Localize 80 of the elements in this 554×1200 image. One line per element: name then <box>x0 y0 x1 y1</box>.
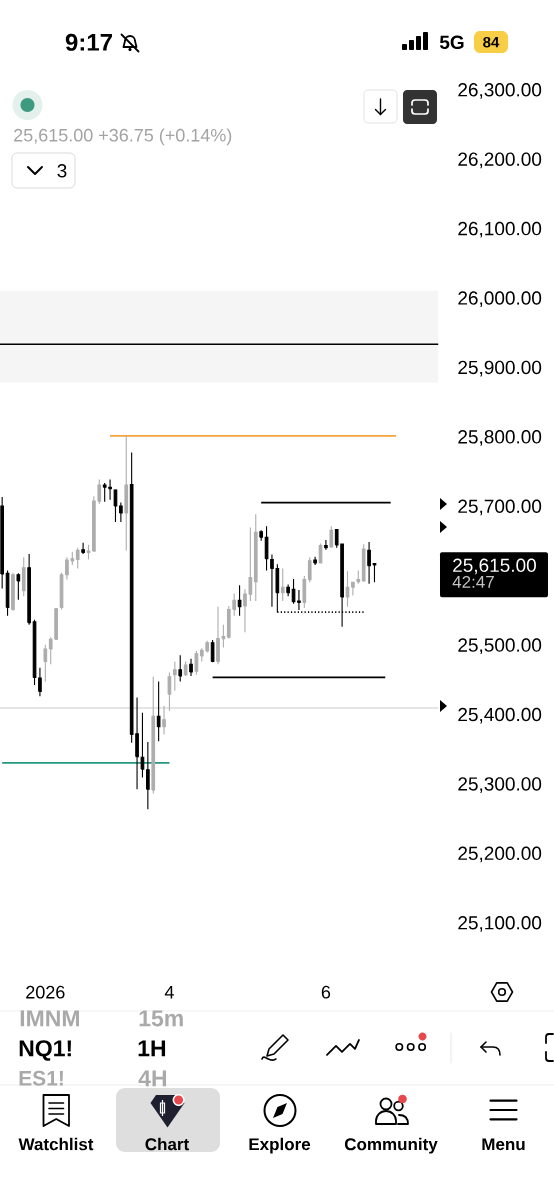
candlestick <box>345 570 350 608</box>
candlestick <box>43 644 48 683</box>
text: 25,615.00 <box>453 558 536 575</box>
y-tick-label: 26,000.00 <box>458 291 542 307</box>
candlestick <box>183 660 188 677</box>
candlestick <box>75 547 80 570</box>
candlestick <box>329 525 334 549</box>
candlestick <box>21 556 26 597</box>
candlestick <box>54 607 58 641</box>
candlestick <box>210 639 215 663</box>
text: Community <box>344 1137 438 1154</box>
text: 15m <box>139 1010 183 1027</box>
text: 9:17 <box>65 33 112 51</box>
candlestick <box>151 676 156 794</box>
candlestick <box>48 636 53 665</box>
candlestick <box>361 543 366 583</box>
candlestick <box>0 496 4 590</box>
candlestick <box>302 575 307 609</box>
text: 1H <box>138 1040 166 1057</box>
candlestick <box>167 672 172 712</box>
y-tick-label: 26,100.00 <box>458 221 542 238</box>
y-tick-label: 25,900.00 <box>458 360 542 377</box>
y-tick-label: 26,300.00 <box>458 83 542 99</box>
text: 4H <box>138 1070 167 1087</box>
candlestick <box>11 572 15 612</box>
text: Watchlist <box>18 1137 94 1151</box>
text: ES1! <box>19 1070 63 1086</box>
y-tick-label: 25,500.00 <box>458 638 542 655</box>
candlestick <box>280 567 285 602</box>
candlestick <box>356 570 361 585</box>
text: Explore <box>249 1137 311 1154</box>
candlestick <box>124 435 129 551</box>
candlestick <box>351 581 355 597</box>
candlestick <box>16 572 21 601</box>
candlestick <box>38 667 42 697</box>
y-tick-label: 26,200.00 <box>458 152 542 169</box>
text: Menu <box>482 1138 525 1151</box>
text: Chart <box>145 1137 189 1151</box>
candlestick <box>313 556 317 566</box>
candlestick <box>237 584 242 617</box>
text: IMNM <box>20 1010 79 1027</box>
candlestick <box>119 501 123 523</box>
text: 42:47 <box>452 575 494 588</box>
candlestick <box>259 529 264 542</box>
x-tick-label: 6 <box>321 985 331 999</box>
candlestick <box>156 681 161 742</box>
candlestick <box>146 741 150 810</box>
candlestick <box>81 542 85 555</box>
candlestick <box>194 650 199 676</box>
text: NQ1! <box>19 1040 71 1061</box>
candlestick <box>27 553 31 626</box>
text: 5G <box>439 35 464 49</box>
candlestick <box>162 705 166 735</box>
candlestick <box>172 660 177 692</box>
candlestick <box>248 526 253 602</box>
candlestick <box>253 513 258 602</box>
y-tick-label: 25,700.00 <box>458 499 542 516</box>
candlestick <box>307 556 312 583</box>
candlestick <box>189 658 193 677</box>
candlestick <box>178 654 183 683</box>
y-tick-label: 25,400.00 <box>458 707 542 724</box>
text: 84 <box>483 36 500 48</box>
y-tick-label: 25,800.00 <box>458 430 542 446</box>
candlestick <box>226 605 231 640</box>
candlestick <box>372 563 377 583</box>
x-tick-label: 2026 <box>26 985 65 999</box>
candlestick <box>286 583 290 597</box>
x-tick-label: 4 <box>164 986 174 999</box>
y-tick-label: 25,200.00 <box>458 846 542 863</box>
candlestick <box>243 588 247 633</box>
annotation: 3 <box>57 164 67 178</box>
y-tick-label: 25,300.00 <box>458 777 542 793</box>
y-tick-label: 25,100.00 <box>458 916 542 932</box>
candlestick <box>264 525 269 572</box>
candlestick <box>324 539 328 551</box>
candlestick <box>86 544 91 560</box>
candlestick <box>140 712 145 778</box>
candlestick <box>232 592 237 617</box>
candlestick <box>367 541 371 585</box>
annotation: 25,615.00 +36.75 (+0.14%) <box>14 128 232 146</box>
